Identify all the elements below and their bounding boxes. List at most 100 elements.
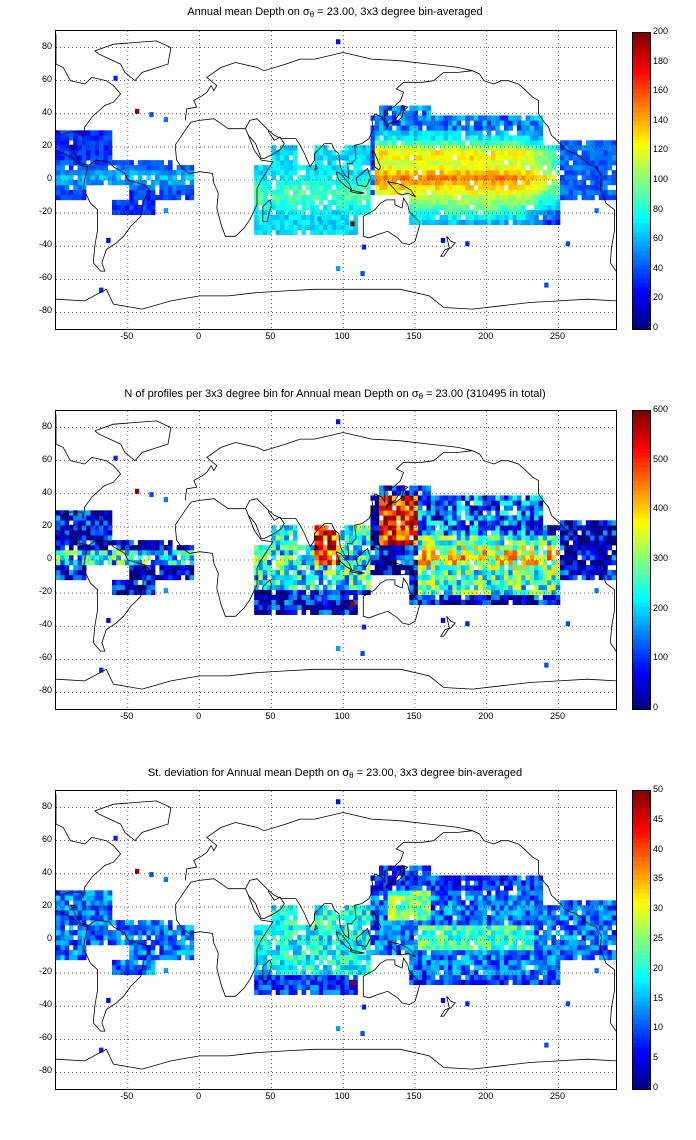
data-cell (68, 555, 74, 561)
data-cell (284, 599, 289, 605)
data-cell (77, 560, 83, 566)
data-cell (443, 120, 449, 126)
data-cell (491, 560, 496, 566)
data-cell (551, 569, 556, 576)
data-cell (611, 555, 616, 561)
data-cell (495, 150, 500, 156)
data-cell (568, 155, 574, 161)
data-cell (124, 930, 130, 936)
colorbar-step (633, 411, 650, 417)
data-cell (383, 140, 388, 146)
data-cell (150, 920, 156, 926)
data-cell (275, 949, 281, 956)
data-cell (435, 584, 440, 591)
data-cell (560, 569, 565, 576)
data-cell (495, 530, 500, 536)
data-cell (150, 940, 156, 946)
data-cell (564, 170, 569, 176)
data-cell (353, 564, 358, 571)
data-cell (491, 170, 496, 176)
data-cell (534, 505, 539, 511)
data-cell (400, 545, 406, 551)
data-cell (426, 974, 432, 981)
data-cell (86, 175, 91, 181)
data-cell (77, 915, 83, 921)
data-cell (142, 930, 147, 936)
data-cell (448, 505, 453, 511)
data-cell (340, 560, 345, 566)
data-cell (508, 115, 513, 121)
data-cell (516, 594, 522, 601)
data-cell (448, 905, 453, 911)
data-cell (366, 160, 371, 166)
data-cell (340, 204, 345, 211)
data-cell (353, 165, 358, 171)
data-cell (499, 155, 505, 161)
data-cell (133, 930, 139, 936)
colorbar-step (633, 601, 650, 608)
data-cell (317, 216, 322, 222)
data-cell (465, 944, 470, 951)
data-cell (150, 194, 156, 201)
data-cell (465, 915, 470, 921)
data-cell (336, 954, 341, 961)
data-cell (280, 989, 285, 995)
data-cell (137, 964, 143, 971)
data-cell (340, 604, 345, 610)
data-cell (133, 184, 139, 191)
data-cell (452, 589, 457, 596)
data-cell (529, 135, 535, 141)
data-cell (469, 540, 475, 546)
data-cell (383, 150, 388, 156)
data-cell (327, 199, 332, 206)
coastline (184, 52, 473, 121)
data-cell (426, 935, 432, 941)
data-cell (525, 550, 531, 556)
data-cell (258, 989, 264, 995)
data-cell (499, 510, 505, 516)
data-cell (435, 510, 440, 516)
data-cell (344, 560, 350, 566)
data-cell (150, 949, 156, 956)
data-cell (314, 599, 320, 605)
data-cell (271, 189, 276, 196)
data-cell (486, 594, 492, 601)
data-cell (508, 589, 513, 596)
data-cell (478, 120, 483, 126)
data-cell (422, 905, 427, 911)
data-cell (310, 609, 315, 615)
data-cell (469, 920, 475, 926)
data-cell (456, 135, 462, 141)
data-cell (284, 165, 289, 171)
data-cell (99, 915, 104, 921)
data-cell (482, 599, 488, 605)
data-cell (163, 564, 169, 571)
data-cell (56, 574, 61, 581)
data-cell (521, 520, 526, 526)
data-cell (465, 920, 470, 926)
data-cell (383, 910, 388, 916)
data-cell (516, 125, 522, 131)
data-cell (357, 579, 363, 586)
data-cell (426, 535, 432, 541)
data-cell (452, 560, 457, 566)
data-cell (426, 574, 432, 581)
data-cell (331, 925, 337, 931)
data-cell (379, 145, 384, 151)
data-cell (258, 930, 264, 936)
data-cell (258, 969, 264, 976)
data-cell (336, 604, 341, 610)
data-cell (413, 520, 419, 526)
data-cell (460, 915, 466, 921)
data-cell (435, 530, 440, 536)
data-cell (409, 160, 414, 166)
data-cell (413, 540, 419, 546)
data-cell (435, 500, 440, 506)
data-cell (288, 964, 294, 971)
data-cell (417, 175, 423, 181)
data-cell (323, 165, 328, 171)
data-cell (430, 550, 436, 556)
data-cell (112, 584, 117, 591)
data-cell (280, 954, 285, 961)
data-cell (301, 175, 307, 181)
